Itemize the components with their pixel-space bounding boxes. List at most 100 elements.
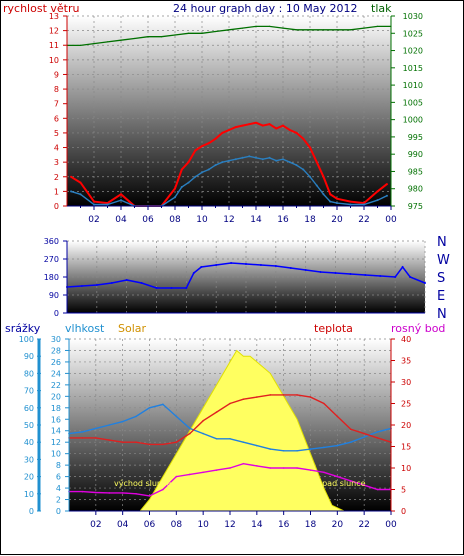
dewpoint-point: [135, 493, 137, 495]
wind-gust-point: [106, 203, 109, 206]
temperature-tick-label: 10: [401, 464, 411, 473]
humidity-tick-label: 30: [51, 335, 61, 344]
climate-x-tick-label: 22: [358, 520, 369, 530]
wind-speed-axis-title: rychlost větru: [3, 2, 79, 15]
pressure-point: [79, 44, 82, 46]
pressure-tick-label: 1020: [403, 47, 423, 56]
wind-speed-point: [221, 131, 224, 134]
wind-tick-label: 8: [54, 85, 59, 94]
wind-speed-point: [309, 146, 311, 149]
wind-speed-point: [79, 181, 82, 184]
pressure-point: [187, 32, 190, 34]
humidity-point: [296, 450, 298, 452]
temperature-point: [323, 402, 325, 405]
compass-label: N: [437, 235, 447, 250]
humidity-tick-label: 6: [56, 473, 61, 482]
wind-speed-point: [70, 175, 73, 178]
wind-gust-point: [295, 164, 298, 167]
wind-speed-point: [268, 123, 271, 126]
wind-direction-point: [394, 276, 397, 278]
dewpoint-point: [376, 488, 379, 491]
pressure-tick-label: 1000: [403, 116, 423, 125]
wind-gust-point: [329, 200, 332, 203]
wind-speed-point: [363, 202, 365, 205]
direction-tick-label: 90: [49, 291, 59, 300]
humidity-point: [108, 424, 111, 426]
wind-axes: 0123456789101112139759809859909951000100…: [49, 12, 423, 225]
pressure-point: [228, 29, 230, 31]
pressure-tick-label: 985: [408, 167, 423, 176]
compass-label: W: [437, 253, 450, 268]
pressure-tick-label: 1015: [403, 64, 423, 73]
humidity-point: [309, 448, 312, 450]
wind-gust-point: [275, 159, 278, 162]
compass-label: S: [437, 271, 445, 286]
humidity-point: [229, 437, 231, 440]
wind-x-tick-label: 04: [115, 215, 127, 225]
wind-direction-point: [95, 284, 98, 286]
temperature-tick-label: 30: [401, 378, 411, 387]
dewpoint-point: [242, 462, 245, 465]
temperature-point: [175, 441, 178, 444]
wind-speed-point: [349, 200, 352, 203]
humidity-tick-label: 14: [51, 427, 61, 436]
wind-gust-point: [363, 203, 365, 206]
wind-direction-point: [289, 267, 292, 269]
wind-direction-point: [140, 282, 143, 284]
temperature-point: [349, 428, 352, 431]
temperature-point: [336, 415, 339, 418]
humidity-point: [188, 427, 191, 430]
dewpoint-point: [296, 467, 298, 469]
humidity-axis-title: vlhkost: [65, 322, 105, 335]
wind-gust-point: [214, 164, 217, 167]
wind-x-tick-label: 12: [223, 215, 234, 225]
wind-speed-point: [288, 129, 291, 131]
wind-gust-point: [261, 158, 264, 161]
temperature-point: [108, 439, 111, 441]
dewpoint-point: [215, 469, 218, 471]
humidity-tick-label: 28: [51, 346, 61, 355]
temperature-point: [256, 396, 258, 398]
rain-tick-label: 10: [24, 490, 34, 499]
temperature-point: [188, 432, 191, 435]
pressure-axis-title: tlak: [371, 2, 392, 15]
wind-gust-point: [322, 193, 325, 196]
pressure-point: [349, 29, 352, 31]
climate-x-tick-label: 12: [224, 520, 235, 530]
wind-gust-point: [309, 175, 311, 178]
wind-gust-point: [79, 193, 82, 196]
wind-gust-point: [234, 158, 237, 161]
pressure-point: [376, 25, 379, 27]
wind-speed-point: [322, 175, 325, 178]
humidity-tick-label: 22: [51, 381, 61, 390]
wind-direction-point: [259, 264, 262, 266]
humidity-point: [349, 441, 352, 444]
wind-direction-point: [364, 274, 367, 276]
humidity-tick-label: 0: [56, 507, 61, 516]
wind-speed-point: [174, 187, 176, 190]
wind-speed-point: [376, 190, 379, 193]
wind-gust-point: [194, 175, 197, 178]
wind-x-tick-label: 18: [304, 215, 316, 225]
wind-speed-point: [329, 193, 332, 196]
pressure-tick-label: 995: [408, 133, 423, 142]
dewpoint-point: [269, 467, 272, 469]
humidity-point: [135, 415, 137, 418]
wind-x-tick-label: 06: [142, 215, 154, 225]
wind-x-tick-label: 22: [358, 215, 369, 225]
wind-gust-point: [288, 161, 291, 164]
dewpoint-point: [108, 492, 111, 494]
direction-tick-label: 270: [44, 255, 59, 264]
temperature-tick-label: 5: [401, 486, 406, 495]
temperature-tick-label: 35: [401, 357, 411, 366]
temperature-point: [148, 443, 151, 446]
wind-grid: [67, 15, 392, 207]
temperature-point: [363, 432, 365, 435]
wind-direction-point: [192, 272, 195, 274]
wind-speed-point: [187, 161, 190, 164]
humidity-point: [148, 407, 151, 409]
rain-axis-title: srážky: [5, 322, 41, 335]
pressure-point: [309, 29, 311, 31]
wind-direction-point: [230, 262, 233, 264]
